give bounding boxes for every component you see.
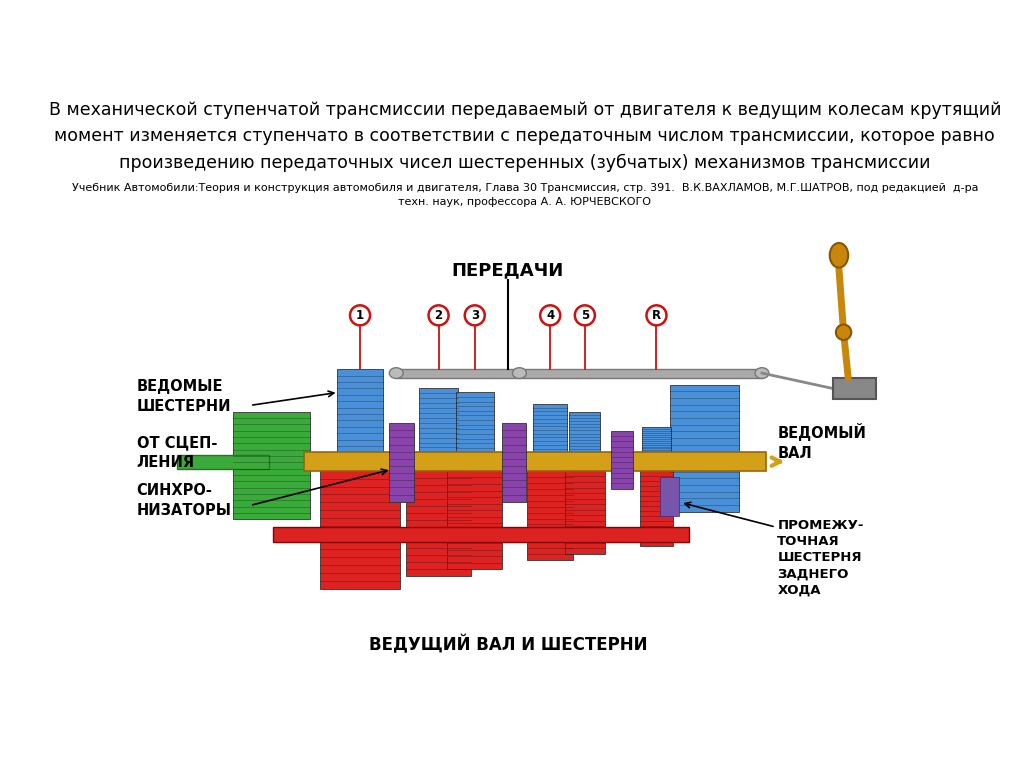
Text: ВЕДУЩИЙ ВАЛ И ШЕСТЕРНИ: ВЕДУЩИЙ ВАЛ И ШЕСТЕРНИ — [369, 635, 647, 654]
Text: В механической ступенчатой трансмиссии передаваемый от двигателя к ведущим колес: В механической ступенчатой трансмиссии п… — [48, 101, 1001, 120]
Circle shape — [541, 305, 560, 325]
Circle shape — [429, 305, 449, 325]
Bar — [319, 471, 400, 589]
Circle shape — [836, 324, 851, 340]
Bar — [233, 412, 310, 519]
Bar — [396, 369, 762, 377]
Text: 4: 4 — [546, 309, 554, 322]
Bar — [419, 389, 458, 453]
Circle shape — [350, 305, 370, 325]
Ellipse shape — [512, 367, 526, 378]
Bar — [273, 527, 689, 542]
Bar — [565, 471, 605, 554]
Text: Учебник Автомобили:Теория и конструкция автомобиля и двигателя, Глава 30 Трансми: Учебник Автомобили:Теория и конструкция … — [72, 183, 978, 207]
Text: ПРОМЕЖУ-
ТОЧНАЯ
ШЕСТЕРНЯ
ЗАДНЕГО
ХОДА: ПРОМЕЖУ- ТОЧНАЯ ШЕСТЕРНЯ ЗАДНЕГО ХОДА — [777, 519, 864, 597]
Bar — [304, 453, 766, 471]
Bar — [569, 412, 600, 453]
Text: ОТ СЦЕП-
ЛЕНИЯ: ОТ СЦЕП- ЛЕНИЯ — [137, 435, 217, 470]
Bar — [447, 471, 503, 569]
Bar — [833, 377, 876, 400]
Text: ПЕРЕДАЧИ: ПЕРЕДАЧИ — [452, 262, 564, 280]
Bar — [527, 471, 573, 560]
Circle shape — [646, 305, 667, 325]
Text: момент изменяется ступенчато в соответствии с передаточным числом трансмиссии, к: момент изменяется ступенчато в соответст… — [54, 127, 995, 146]
Bar — [642, 427, 671, 453]
Bar — [611, 431, 633, 489]
Text: произведению передаточных чисел шестеренных (зубчатых) механизмов трансмиссии: произведению передаточных чисел шестерен… — [119, 153, 931, 172]
Bar — [389, 423, 414, 502]
Ellipse shape — [829, 243, 848, 268]
Text: 2: 2 — [434, 309, 442, 322]
Bar — [534, 404, 567, 453]
Bar — [640, 471, 674, 546]
Circle shape — [465, 305, 484, 325]
Bar — [407, 471, 471, 575]
Bar — [177, 455, 269, 469]
Bar — [456, 393, 494, 453]
Circle shape — [574, 305, 595, 325]
Text: СИНХРО-
НИЗАТОРЫ: СИНХРО- НИЗАТОРЫ — [137, 482, 231, 518]
Text: 5: 5 — [581, 309, 589, 322]
Text: 1: 1 — [356, 309, 365, 322]
Text: 3: 3 — [471, 309, 479, 322]
Bar — [502, 423, 526, 502]
Bar — [660, 477, 679, 515]
Ellipse shape — [389, 367, 403, 378]
Text: ВЕДОМЫЙ
ВАЛ: ВЕДОМЫЙ ВАЛ — [777, 423, 866, 461]
Text: R: R — [652, 309, 662, 322]
Bar — [337, 369, 383, 453]
Bar — [670, 384, 739, 512]
Ellipse shape — [755, 367, 769, 378]
Text: ВЕДОМЫЕ
ШЕСТЕРНИ: ВЕДОМЫЕ ШЕСТЕРНИ — [137, 379, 231, 413]
